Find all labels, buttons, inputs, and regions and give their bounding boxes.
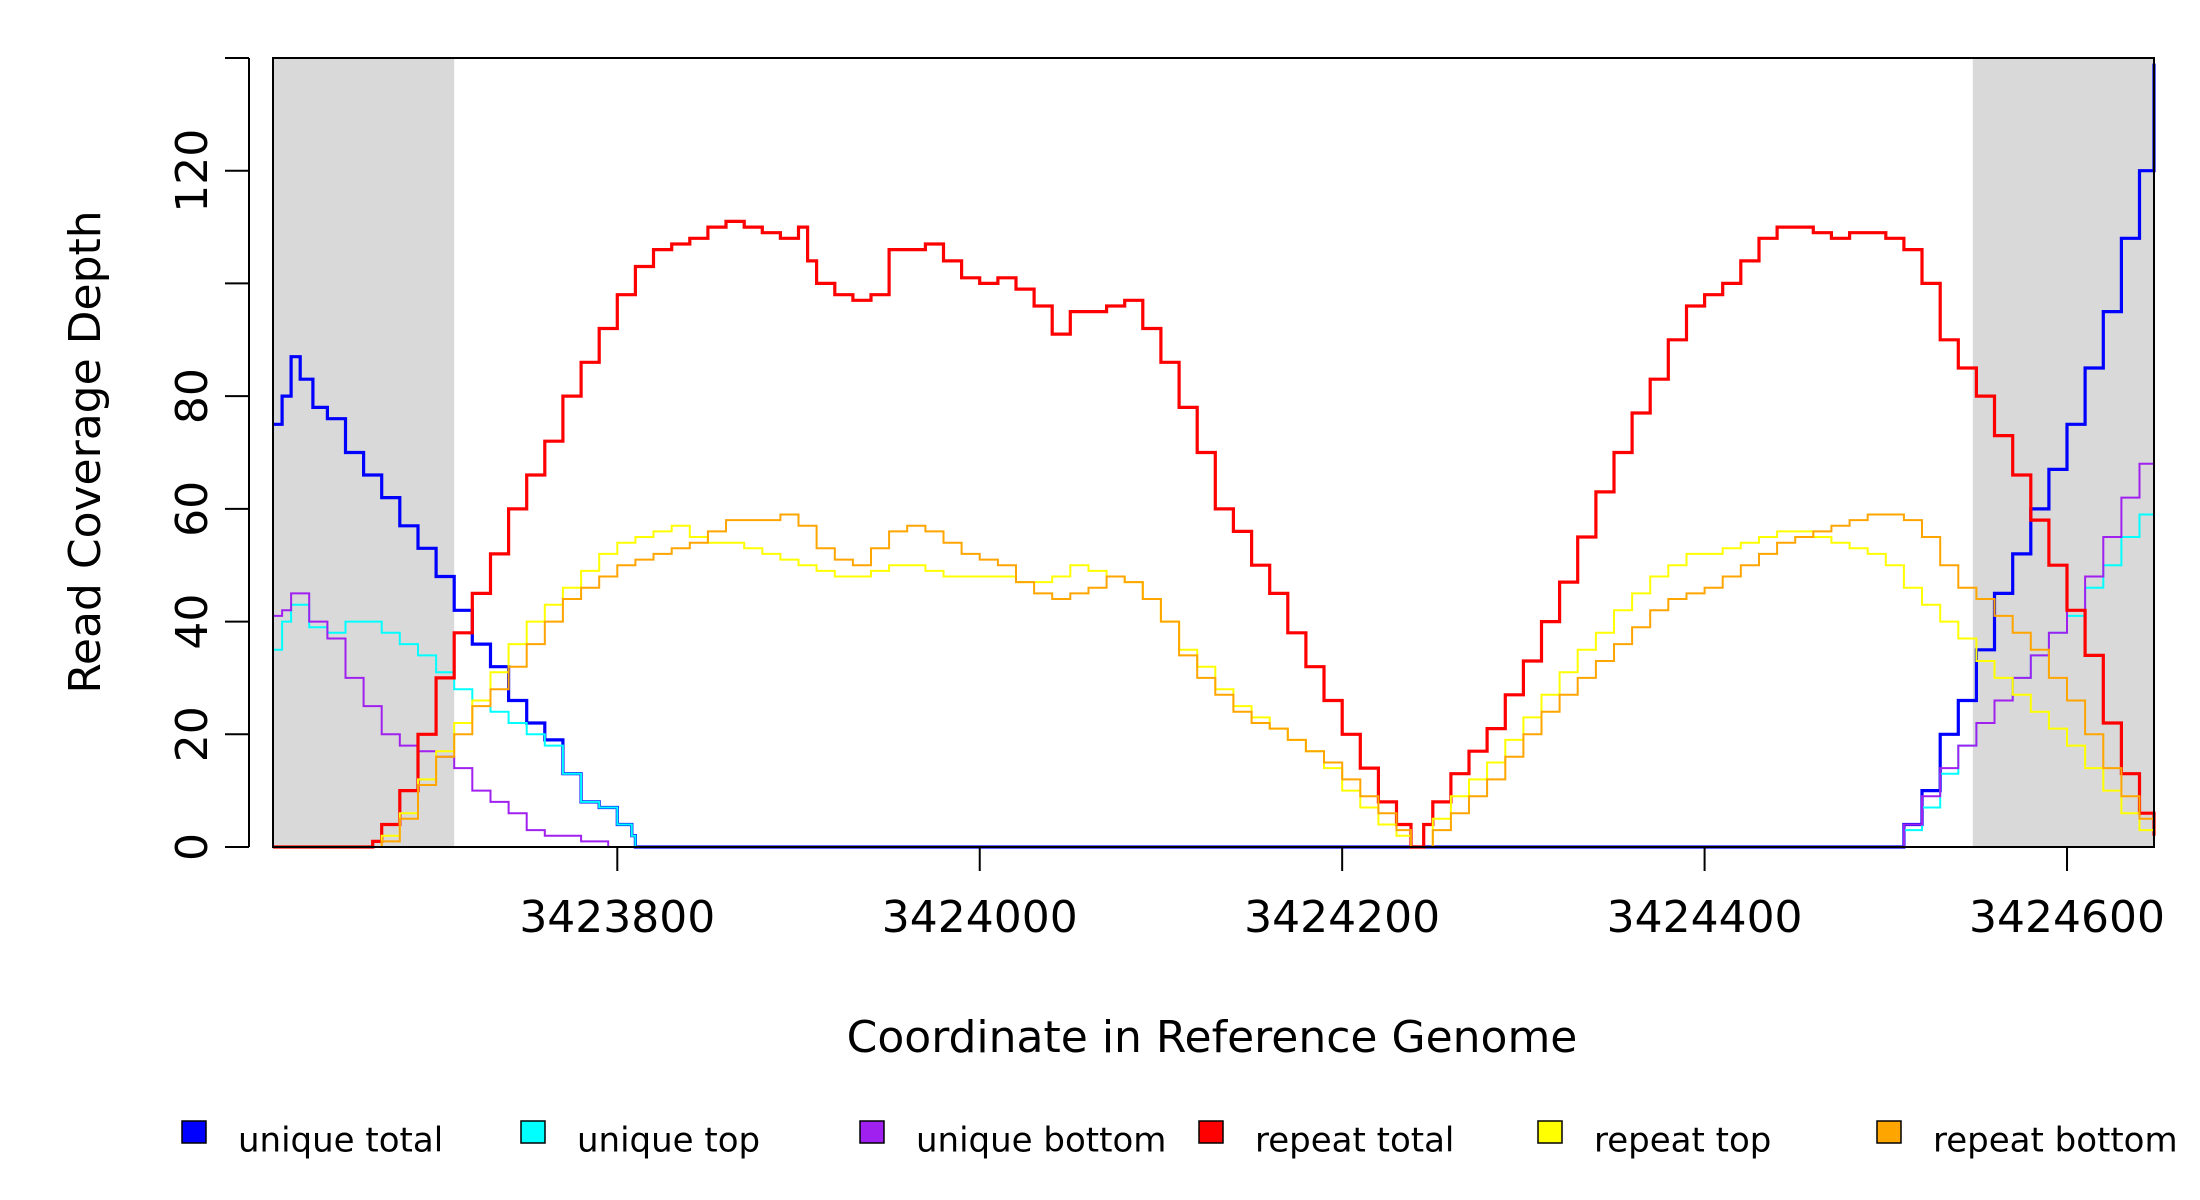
x-tick-label: 3424600 — [1969, 892, 2165, 943]
legend-label-unique-top: unique top — [577, 1121, 760, 1161]
legend-swatch-unique-total — [181, 1120, 207, 1144]
shaded-region-2 — [1972, 58, 2154, 847]
y-axis-title: Read Coverage Depth — [60, 210, 111, 693]
legend-swatch-repeat-bottom — [1876, 1120, 1902, 1144]
x-tick-label: 3424400 — [1607, 892, 1803, 943]
y-tick-label: 40 — [167, 594, 218, 650]
x-tick-label: 3423800 — [519, 892, 715, 943]
x-tick-label: 3424200 — [1244, 892, 1440, 943]
shaded-regions — [273, 58, 2154, 847]
series-unique-total-line — [273, 63, 2156, 849]
y-tick-label: 20 — [167, 706, 218, 762]
y-tick-label: 60 — [167, 481, 218, 537]
y-tick-label: 80 — [167, 368, 218, 424]
y-tick-label: 0 — [167, 833, 218, 861]
y-axis: 0 20 40 60 80 120 — [167, 57, 250, 861]
series-repeat-bottom-line — [273, 513, 2155, 848]
y-tick-label: 120 — [167, 129, 218, 213]
x-tick-label: 3424000 — [882, 892, 1078, 943]
legend-label-unique-total: unique total — [238, 1121, 443, 1161]
legend-swatch-unique-top — [520, 1120, 546, 1144]
x-axis: 3423800 3424000 3424200 3424400 3424600 — [519, 846, 2165, 943]
series-unique-bottom-line — [273, 424, 2155, 848]
legend: unique total unique top unique bottom repea… — [181, 1120, 2178, 1161]
legend-label-repeat-total: repeat total — [1255, 1121, 1454, 1161]
x-axis-title: Coordinate in Reference Genome — [847, 1012, 1578, 1063]
legend-label-repeat-top: repeat top — [1594, 1121, 1771, 1161]
legend-swatch-unique-bottom — [859, 1120, 885, 1144]
series-repeat-top-line — [273, 524, 2155, 848]
series-repeat-total-line — [273, 219, 2156, 849]
legend-label-repeat-bottom: repeat bottom — [1933, 1121, 2178, 1161]
legend-label-unique-bottom: unique bottom — [916, 1121, 1166, 1161]
legend-swatch-repeat-total — [1198, 1120, 1224, 1144]
series-lines — [273, 63, 2156, 849]
legend-swatch-repeat-top — [1537, 1120, 1563, 1144]
